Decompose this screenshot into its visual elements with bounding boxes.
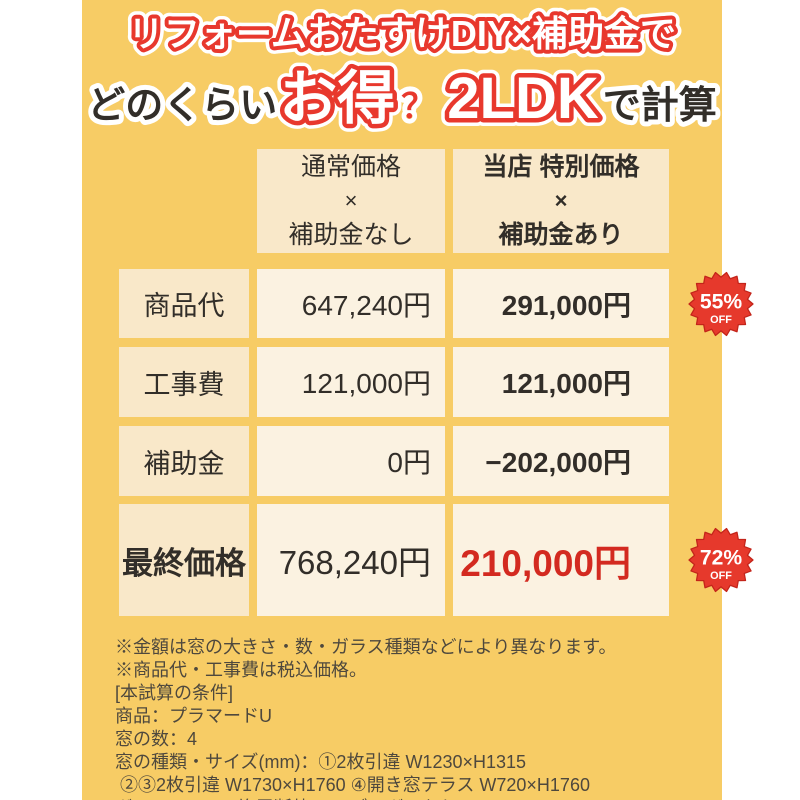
table-row-construction-fee: 工事費 121,000円 121,000円 (119, 347, 722, 417)
table-row-subsidy: 補助金 0円 −202,000円 (119, 426, 722, 496)
normal-price-value: 647,240円 (257, 269, 445, 338)
note-line: ②③2枚引違 W1730×H1760 ④開き窓テラス W720×H1760 (115, 775, 590, 795)
headline-otoku: お得 (279, 66, 395, 131)
special-price-value: 121,000円 (453, 347, 669, 417)
title-block: リフォームおたすけDIY×補助金で リフォームおたすけDIY×補助金で どのくら… (82, 0, 722, 140)
headline-line2-halo: どのくらいお得？ 2LDK で計算 (87, 66, 717, 131)
header-spacer (119, 149, 249, 253)
note-line: 窓の数：4 (115, 729, 198, 749)
price-table: 通常価格 × 補助金なし 当店 特別価格 × 補助金あり 商品代 647,240… (82, 149, 754, 616)
table-row-product-cost: 商品代 647,240円 291,000円 55% OFF (119, 269, 754, 338)
multiply-sign: × (554, 188, 568, 213)
column-header-special-line3: 補助金あり (498, 221, 624, 249)
row-label: 工事費 (119, 347, 249, 417)
column-header-special-line1: 当店 特別価格 (482, 153, 640, 181)
headline-prefix: どのくらい (87, 85, 277, 127)
special-price-value: −202,000円 (453, 426, 669, 496)
column-header-normal: 通常価格 × 補助金なし (257, 149, 445, 253)
column-header-normal-line1: 通常価格 (300, 153, 401, 181)
badge-off-label: OFF (710, 314, 732, 326)
multiply-sign: × (344, 188, 358, 213)
starburst-seal-icon (688, 271, 754, 336)
normal-price-value: 121,000円 (257, 347, 445, 417)
flyer-canvas: リフォームおたすけDIY×補助金で リフォームおたすけDIY×補助金で どのくら… (82, 0, 754, 800)
table-header-row: 通常価格 × 補助金なし 当店 特別価格 × 補助金あり (119, 149, 722, 253)
note-line: ガラス：Low-E複層断熱 アルゴンガス入り (115, 797, 722, 800)
row-label: 最終価格 (119, 504, 249, 616)
column-header-special: 当店 特別価格 × 補助金あり (453, 149, 669, 253)
discount-badge-55: 55% OFF (688, 271, 754, 336)
headline-line1: リフォームおたすけDIY×補助金で リフォームおたすけDIY×補助金で (121, 6, 684, 62)
headline-suffix: で計算 (603, 85, 717, 127)
badge-off-label: OFF (710, 570, 732, 582)
note-line: 窓の種類・サイズ(mm)：①2枚引違 W1230×H1315 (115, 752, 527, 772)
badge-percent: 72% (700, 546, 742, 569)
table-row-final-price: 最終価格 768,240円 210,000円 72% OFF (119, 504, 754, 616)
special-price-value: 210,000円 (453, 504, 669, 616)
headline-line2-text: どのくらいお得？ 2LDK で計算 (87, 66, 717, 131)
column-header-normal-line3: 補助金なし (288, 221, 414, 249)
row-label: 商品代 (119, 269, 249, 338)
discount-badge-72: 72% OFF (688, 527, 754, 593)
badge-percent: 55% (700, 290, 742, 313)
note-line: ※商品代・工事費は税込価格。 (115, 660, 367, 680)
headline-2ldk: 2LDK (447, 66, 599, 131)
row-label: 補助金 (119, 426, 249, 496)
headline-question-mark: ？ (401, 88, 435, 126)
special-price-value: 291,000円 (453, 269, 669, 338)
note-line: ※金額は窓の大きさ・数・ガラス種類などにより異なります。 (115, 637, 617, 657)
starburst-seal-icon (688, 527, 754, 593)
notes-block: ※金額は窓の大きさ・数・ガラス種類などにより異なります。 ※商品代・工事費は税込… (115, 636, 722, 800)
normal-price-value: 768,240円 (257, 504, 445, 616)
headline-line1-text: リフォームおたすけDIY×補助金で (128, 13, 676, 54)
note-line: 商品：プラマードU (115, 706, 272, 726)
normal-price-value: 0円 (257, 426, 445, 496)
headline-line2: どのくらいお得？ 2LDK で計算 どのくらいお得？ 2LDK で計算 (82, 58, 722, 139)
note-line: [本試算の条件] (115, 683, 234, 703)
headline-line1-halo: リフォームおたすけDIY×補助金で (128, 13, 676, 54)
